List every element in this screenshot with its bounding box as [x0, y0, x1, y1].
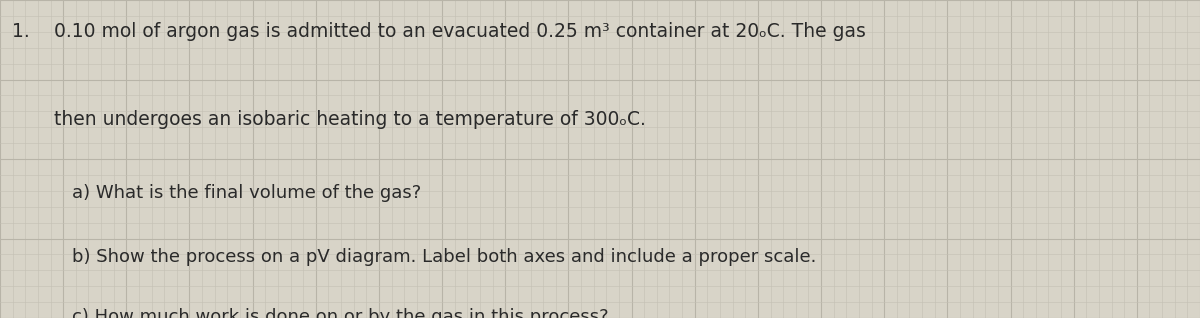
Text: 1.: 1.	[12, 22, 30, 41]
Text: a) What is the final volume of the gas?: a) What is the final volume of the gas?	[72, 184, 421, 203]
Text: then undergoes an isobaric heating to a temperature of 300ₒC.: then undergoes an isobaric heating to a …	[54, 110, 646, 129]
Text: c) How much work is done on or by the gas in this process?: c) How much work is done on or by the ga…	[72, 308, 608, 318]
Text: b) Show the process on a pV diagram. Label both axes and include a proper scale.: b) Show the process on a pV diagram. Lab…	[72, 248, 816, 266]
Text: 0.10 mol of argon gas is admitted to an evacuated 0.25 m³ container at 20ₒC. The: 0.10 mol of argon gas is admitted to an …	[54, 22, 866, 41]
